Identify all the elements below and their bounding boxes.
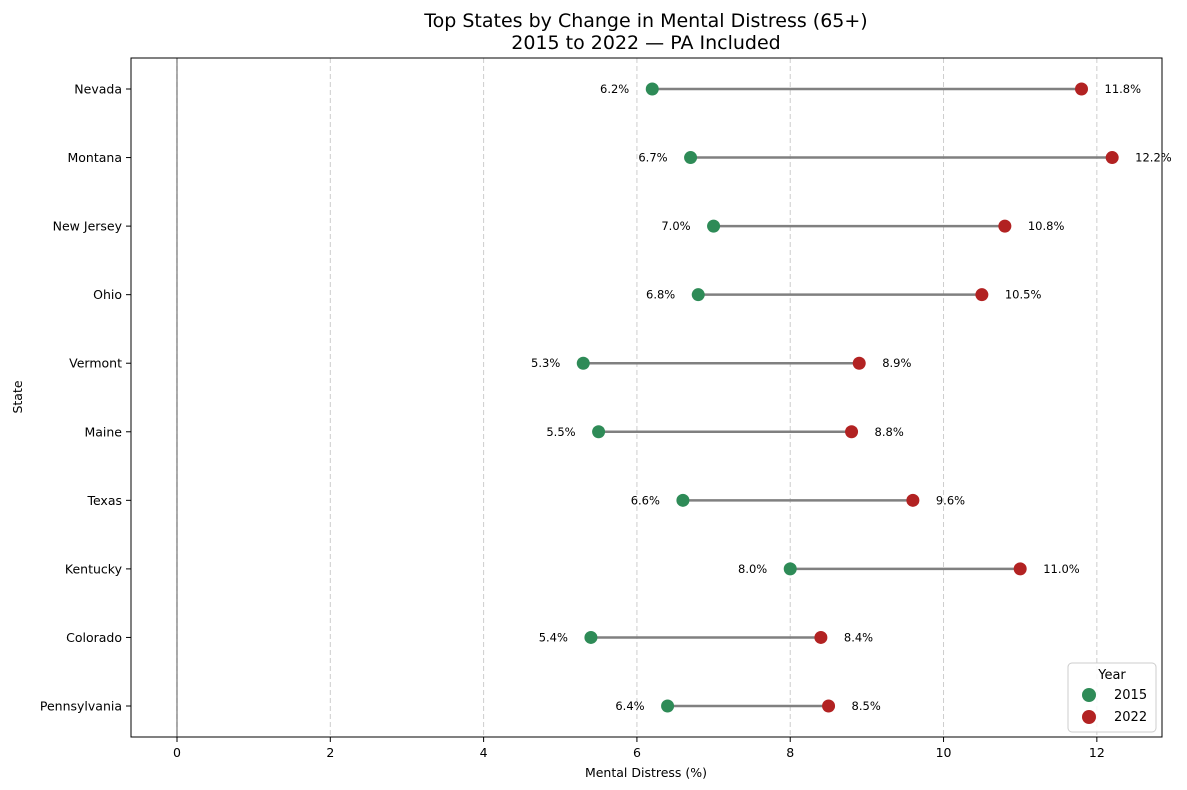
point-2022 [998, 219, 1012, 233]
point-2015 [661, 699, 675, 713]
value-label-2015: 6.4% [615, 699, 644, 713]
legend-label-2015: 2015 [1114, 688, 1147, 703]
value-label-2022: 8.8% [875, 425, 904, 439]
point-2015 [592, 425, 606, 439]
x-tick-label: 0 [173, 745, 181, 760]
y-tick-label: Maine [84, 424, 122, 439]
y-tick-label: Colorado [66, 630, 122, 645]
point-2015 [584, 630, 598, 644]
point-2015 [691, 288, 705, 302]
value-label-2022: 10.8% [1028, 219, 1065, 233]
value-label-2015: 6.8% [646, 288, 675, 302]
connector-lines [583, 87, 1113, 708]
point-2015 [576, 356, 590, 370]
y-tick-label: New Jersey [53, 219, 123, 234]
legend: Year 2015 2022 [1067, 662, 1157, 733]
value-label-2015: 7.0% [661, 219, 690, 233]
legend-marker-2015 [1082, 688, 1096, 702]
y-tick-label: Pennsylvania [40, 699, 122, 714]
point-2015 [676, 493, 690, 507]
value-label-2015: 5.5% [546, 425, 575, 439]
plot-frame [130, 57, 1163, 738]
x-axis-ticks: 0 2 4 6 8 10 12 [173, 737, 1105, 760]
x-tick-label: 10 [936, 745, 952, 760]
value-label-2022: 9.6% [936, 493, 965, 507]
point-2022 [906, 493, 920, 507]
point-2015 [707, 219, 721, 233]
x-tick-label: 8 [786, 745, 794, 760]
legend-label-2022: 2022 [1114, 710, 1147, 725]
point-2015 [783, 562, 797, 576]
legend-marker-2022 [1082, 710, 1096, 724]
value-label-2015: 8.0% [738, 562, 767, 576]
x-tick-label: 12 [1089, 745, 1105, 760]
point-2015 [684, 151, 698, 165]
y-tick-label: Kentucky [65, 561, 123, 576]
point-2022 [814, 630, 828, 644]
x-tick-label: 4 [480, 745, 488, 760]
point-2022 [1075, 82, 1089, 96]
data-points [576, 82, 1119, 713]
chart-title-line1: Top States by Change in Mental Distress … [423, 10, 867, 32]
value-label-2015: 6.7% [638, 151, 667, 165]
value-label-2022: 8.4% [844, 630, 873, 644]
point-2022 [975, 288, 989, 302]
legend-title: Year [1097, 668, 1126, 683]
value-label-2022: 11.0% [1043, 562, 1080, 576]
value-label-2022: 8.9% [882, 356, 911, 370]
point-2022 [822, 699, 836, 713]
value-label-2015: 5.4% [539, 630, 568, 644]
value-label-2015: 5.3% [531, 356, 560, 370]
value-label-2015: 6.6% [631, 493, 660, 507]
value-label-2015: 6.2% [600, 82, 629, 96]
y-axis-ticks: Nevada Montana New Jersey Ohio Vermont Maine T… [40, 82, 131, 714]
point-2015 [645, 82, 659, 96]
value-label-2022: 8.5% [852, 699, 881, 713]
x-gridlines [176, 58, 1098, 737]
value-label-2022: 12.2% [1135, 151, 1172, 165]
point-2022 [845, 425, 859, 439]
chart-title-line2: 2015 to 2022 — PA Included [511, 32, 780, 54]
y-tick-label: Ohio [93, 287, 122, 302]
y-tick-label: Montana [68, 150, 123, 165]
y-tick-label: Nevada [74, 82, 122, 97]
x-tick-label: 2 [326, 745, 334, 760]
value-label-2022: 10.5% [1005, 288, 1042, 302]
value-labels: 6.2% 6.7% 7.0% 6.8% 5.3% 5.5% 6.6% 8.0% 5.4% 6.4%… [531, 82, 1172, 713]
value-label-2022: 11.8% [1105, 82, 1142, 96]
y-tick-label: Texas [86, 493, 122, 508]
x-tick-label: 6 [633, 745, 641, 760]
y-axis-label: State [10, 380, 25, 413]
point-2022 [1013, 562, 1027, 576]
point-2022 [852, 356, 866, 370]
point-2022 [1105, 151, 1119, 165]
x-axis-label: Mental Distress (%) [585, 765, 707, 780]
y-tick-label: Vermont [69, 356, 122, 371]
